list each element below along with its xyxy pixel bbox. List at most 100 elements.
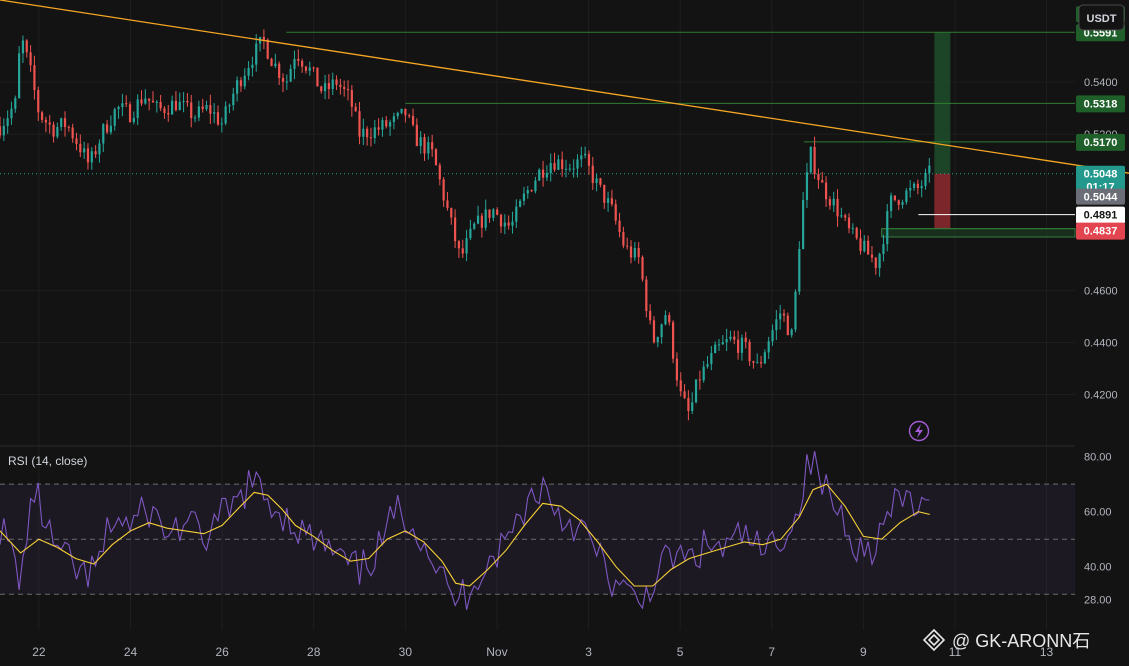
candle-body — [308, 67, 311, 71]
candle-body — [603, 184, 606, 203]
candle-body — [729, 336, 732, 340]
candle-body — [343, 87, 346, 90]
candle-body — [660, 324, 663, 338]
candle-body — [794, 291, 797, 330]
time-axis[interactable]: 22 24 26 28 30 Nov 3 5 7 9 11 13 — [32, 645, 1053, 659]
candle-body — [817, 174, 820, 181]
candle-body — [243, 75, 246, 87]
price-tick-label: 0.4600 — [1084, 285, 1118, 297]
candle-body — [580, 155, 583, 160]
trendline[interactable] — [0, 0, 1129, 174]
rsi-tick-label: 28.00 — [1084, 595, 1112, 607]
candle-body — [373, 127, 376, 139]
candle-body — [714, 344, 717, 354]
candle-body — [591, 165, 594, 184]
candle-body — [201, 106, 204, 110]
candle-body — [346, 89, 350, 91]
white-level-badge-bg — [1076, 206, 1125, 224]
candle-body — [832, 198, 835, 206]
candle-body — [354, 106, 357, 112]
candle-body — [52, 124, 55, 137]
candle-body — [98, 143, 101, 155]
candle-body — [576, 159, 579, 169]
loss-zone[interactable] — [934, 173, 951, 229]
candle-body — [446, 200, 449, 209]
time-tick-label: 28 — [307, 645, 321, 659]
price-tick-label: 0.5400 — [1084, 77, 1118, 89]
candle-body — [320, 86, 323, 92]
candle-body — [702, 366, 705, 381]
candle-body — [564, 168, 568, 170]
rsi-title[interactable]: RSI (14, close) — [8, 454, 87, 468]
candle-body — [473, 223, 476, 229]
candle-body — [205, 105, 208, 110]
candle-body — [312, 67, 315, 69]
candle-body — [614, 204, 617, 221]
candle-body — [488, 209, 491, 218]
candle-body — [102, 124, 105, 144]
candle-body — [924, 172, 927, 187]
candle-body — [155, 102, 158, 104]
candle-body — [209, 105, 212, 114]
candle-body — [725, 339, 728, 343]
candle-body — [802, 199, 805, 250]
lightning-icon[interactable] — [908, 420, 930, 442]
candle-body — [247, 67, 250, 76]
candles — [0, 29, 931, 421]
candle-body — [549, 163, 552, 174]
candle-body — [507, 222, 510, 226]
candle-body — [434, 149, 438, 166]
candle-body — [587, 153, 591, 166]
candle-body — [297, 58, 300, 61]
current-price-badge-text: 0.5048 — [1084, 169, 1118, 181]
candle-body — [805, 172, 809, 200]
candle-body — [668, 315, 671, 323]
candle-body — [427, 142, 430, 154]
candle-body — [740, 337, 744, 353]
currency-button[interactable]: USDT — [1078, 4, 1125, 31]
candle-body — [369, 137, 373, 139]
candle-body — [335, 79, 338, 85]
candle-body — [897, 200, 900, 205]
candle-body — [469, 228, 472, 239]
candle-body — [511, 221, 514, 226]
candle-body — [790, 329, 793, 336]
candle-body — [626, 245, 629, 247]
support-zone[interactable] — [881, 228, 1076, 238]
time-tick-label: 30 — [399, 645, 413, 659]
candle-body — [759, 362, 763, 364]
candle-body — [671, 322, 675, 359]
candle-body — [182, 101, 185, 103]
candle-body — [2, 125, 5, 136]
candle-body — [599, 178, 602, 185]
time-tick-label: 7 — [768, 645, 775, 659]
currency-label: USDT — [1087, 13, 1117, 25]
watermark: @ GK-ARONN石 — [922, 628, 1090, 652]
candle-body — [691, 402, 694, 412]
candle-body — [316, 67, 319, 87]
candle-body — [362, 128, 365, 137]
candle-body — [557, 159, 560, 170]
white-level-badge-text: 0.4891 — [1084, 210, 1118, 222]
time-tick-label: 5 — [677, 645, 684, 659]
candle-body — [851, 227, 854, 229]
candle-body — [863, 240, 866, 252]
candle-body — [178, 101, 181, 111]
candle-body — [698, 379, 701, 381]
price-tick-label: 0.4200 — [1084, 390, 1118, 402]
candle-body — [618, 220, 621, 232]
candle-body — [75, 138, 78, 144]
candle-body — [331, 79, 334, 90]
candle-body — [622, 231, 625, 246]
candle-body — [771, 330, 774, 342]
rsi-axis[interactable]: 80.00 60.00 40.00 28.00 — [1084, 452, 1112, 607]
candle-body — [928, 165, 931, 173]
candle-body — [25, 40, 28, 53]
candle-body — [83, 148, 86, 153]
candle-body — [144, 98, 147, 104]
candle-body — [844, 215, 847, 218]
candle-body — [901, 202, 904, 205]
candle-body — [125, 103, 128, 105]
